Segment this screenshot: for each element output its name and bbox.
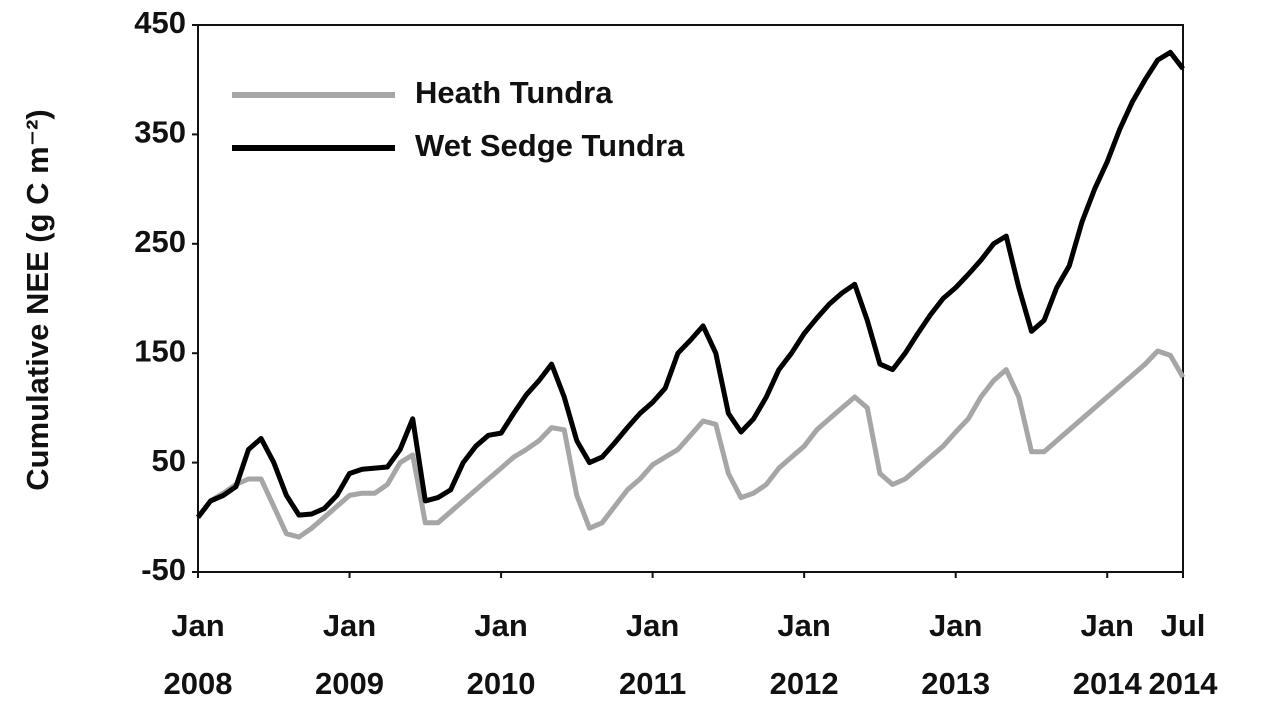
x-tick-label: Jan 2009 (315, 608, 385, 701)
series-line (196, 49, 1185, 519)
x-tick-label: Jan 2011 (618, 608, 687, 701)
x-tick-label: Jan 2012 (769, 608, 839, 701)
x-tick-label: Jan 2010 (466, 608, 536, 701)
x-tick-label: Jan 2014 (1072, 608, 1142, 701)
y-tick-label: -50 (141, 552, 186, 587)
y-tick-label: 250 (134, 224, 186, 259)
x-tick-label: Jan 2008 (163, 608, 233, 701)
y-tick-label: 450 (134, 5, 186, 40)
x-tick-label: Jan 2013 (921, 608, 991, 701)
legend-label: Heath Tundra (415, 75, 613, 110)
y-tick-label: 150 (134, 333, 186, 368)
legend-label: Wet Sedge Tundra (415, 128, 685, 163)
y-axis-label: Cumulative NEE (g C m⁻²) (20, 109, 55, 491)
series-line (196, 348, 1186, 540)
plot-frame (197, 24, 1184, 573)
y-tick-label: 50 (152, 443, 186, 478)
y-tick-label: 350 (134, 115, 186, 150)
x-tick-label: Jul 2014 (1148, 608, 1218, 701)
